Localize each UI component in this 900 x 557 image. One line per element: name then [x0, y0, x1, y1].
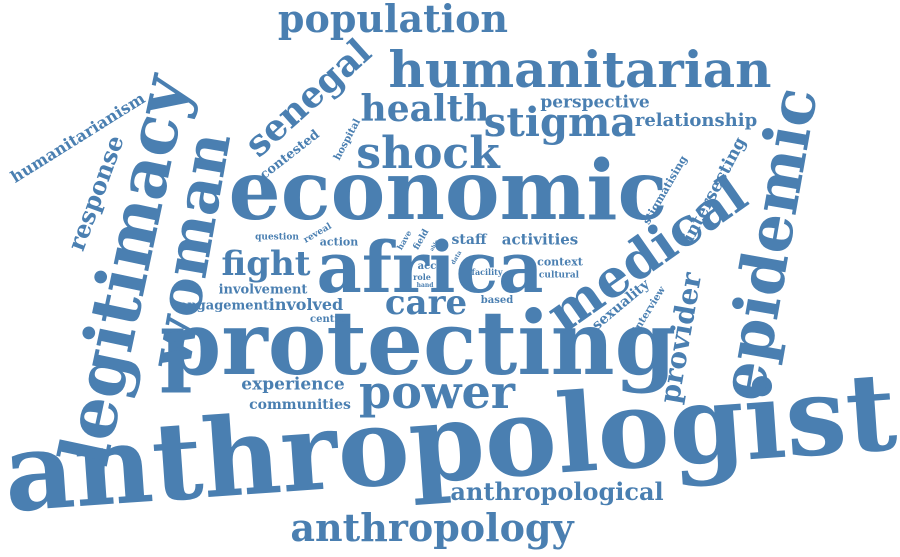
word-stigma: stigma — [483, 99, 637, 146]
word-engagement: engagement — [178, 298, 270, 314]
word-question: question — [255, 232, 299, 243]
word-population: population — [277, 0, 509, 41]
word-fight: fight — [221, 244, 311, 284]
word-centre: centre — [310, 314, 346, 325]
word-staff: staff — [451, 232, 487, 248]
word-context: context — [537, 255, 583, 269]
word-facility: facility — [471, 267, 503, 277]
word-care: care — [384, 283, 468, 323]
word-action: action — [319, 235, 359, 249]
word-shock: shock — [356, 128, 500, 179]
word-health: health — [360, 88, 490, 130]
word-activities: activities — [501, 230, 579, 249]
word-africa: africa — [316, 226, 544, 309]
word-role: role — [413, 272, 431, 282]
word-anthropology: anthropology — [290, 505, 574, 550]
word-anthropological: anthropological — [450, 477, 664, 506]
word-humanitarian: humanitarian — [388, 40, 772, 99]
word-based: based — [480, 295, 514, 306]
word-hand: hand — [416, 282, 434, 289]
word-involved: involved — [268, 295, 344, 314]
word-involvement: involvement — [218, 282, 308, 298]
word-protecting: protecting — [159, 291, 677, 395]
word-communities: communities — [249, 397, 351, 413]
word-relationship: relationship — [634, 110, 758, 131]
word-experience: experience — [241, 374, 345, 395]
word-power: power — [359, 365, 515, 419]
word-acc: acc — [417, 261, 437, 272]
word-cultural: cultural — [538, 270, 580, 281]
word-perspective: perspective — [540, 92, 650, 113]
word-economic: economic — [228, 143, 668, 239]
